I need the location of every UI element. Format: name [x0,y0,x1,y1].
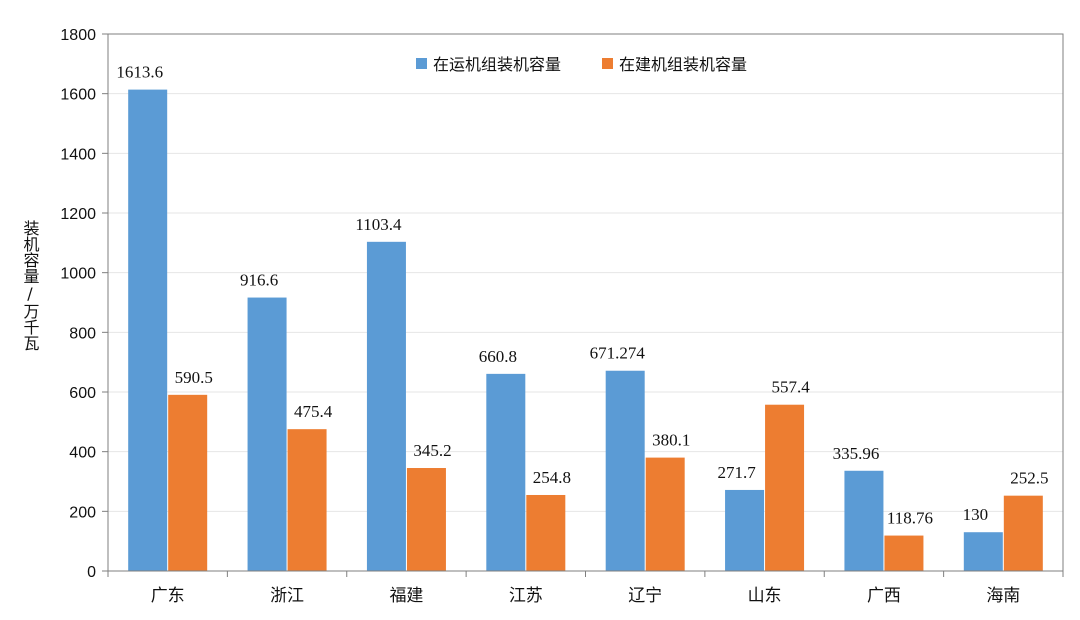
y-tick-label: 1400 [60,146,96,163]
y-axis-title: 装机容量/万千瓦 [21,220,40,351]
data-label: 130 [963,505,989,524]
bar-operating [128,89,168,571]
x-tick-label: 江苏 [509,586,543,606]
data-label: 671.274 [590,344,646,363]
x-tick-label: 海南 [986,586,1020,606]
y-tick-label: 0 [87,564,96,581]
bar-construction [884,535,924,571]
data-label: 271.7 [717,463,756,482]
y-tick-label: 200 [69,504,96,521]
bar-construction [645,457,685,571]
data-label: 557.4 [771,378,810,397]
bar-construction [287,429,327,571]
bar-operating [247,297,287,571]
x-tick-label: 山东 [748,586,782,606]
data-label: 335.96 [833,444,880,463]
legend-swatch [416,58,427,69]
data-label: 1103.4 [355,215,402,234]
bar-operating [963,532,1003,571]
data-labels: 1613.6 590.5 916.6 475.4 1103.4 345.2 660.8 254… [116,63,1048,528]
bar-construction [406,468,446,571]
legend: 在运机组装机容量 在建机组装机容量 [416,55,747,74]
x-tick-label: 广西 [867,586,901,606]
y-tick-label: 400 [69,445,96,462]
y-tick-labels: 0 200 400 600 800 1000 1200 1400 1600 1800 [60,27,96,581]
x-tick-label: 辽宁 [628,586,662,606]
data-label: 118.76 [887,509,933,528]
bar-construction [765,404,805,571]
bar-construction [1003,495,1043,571]
x-tick-label: 浙江 [270,586,304,606]
bar-operating [366,241,406,571]
legend-entry: 在建机组装机容量 [619,55,747,74]
bars [128,89,1043,571]
data-label: 660.8 [479,347,517,366]
y-tick-label: 1800 [60,27,96,44]
bar-operating [486,373,526,571]
data-label: 252.5 [1010,469,1048,488]
x-tick-label: 广东 [151,586,185,606]
y-axis-label: 装机容量/万千瓦 [21,220,40,351]
x-tick-label: 福建 [389,586,423,606]
y-tick-label: 1000 [60,266,96,283]
axes [102,33,1064,577]
data-label: 590.5 [175,368,213,387]
data-label: 1613.6 [116,63,163,82]
data-label: 345.2 [413,441,451,460]
legend-entry: 在运机组装机容量 [433,55,561,74]
bar-construction [526,494,566,571]
bar-operating [725,489,765,571]
data-label: 475.4 [294,402,333,421]
bar-operating [605,370,645,571]
y-tick-label: 1600 [60,87,96,104]
bar-operating [844,470,884,571]
y-tick-label: 1200 [60,206,96,223]
data-label: 380.1 [652,431,690,450]
data-label: 254.8 [533,468,571,487]
bar-construction [168,394,208,571]
y-tick-label: 600 [69,385,96,402]
x-tick-labels: 广东 浙江 福建 江苏 辽宁 山东 广西 海南 [151,586,1021,606]
data-label: 916.6 [240,271,278,290]
y-tick-label: 800 [69,325,96,342]
legend-swatch [602,58,613,69]
